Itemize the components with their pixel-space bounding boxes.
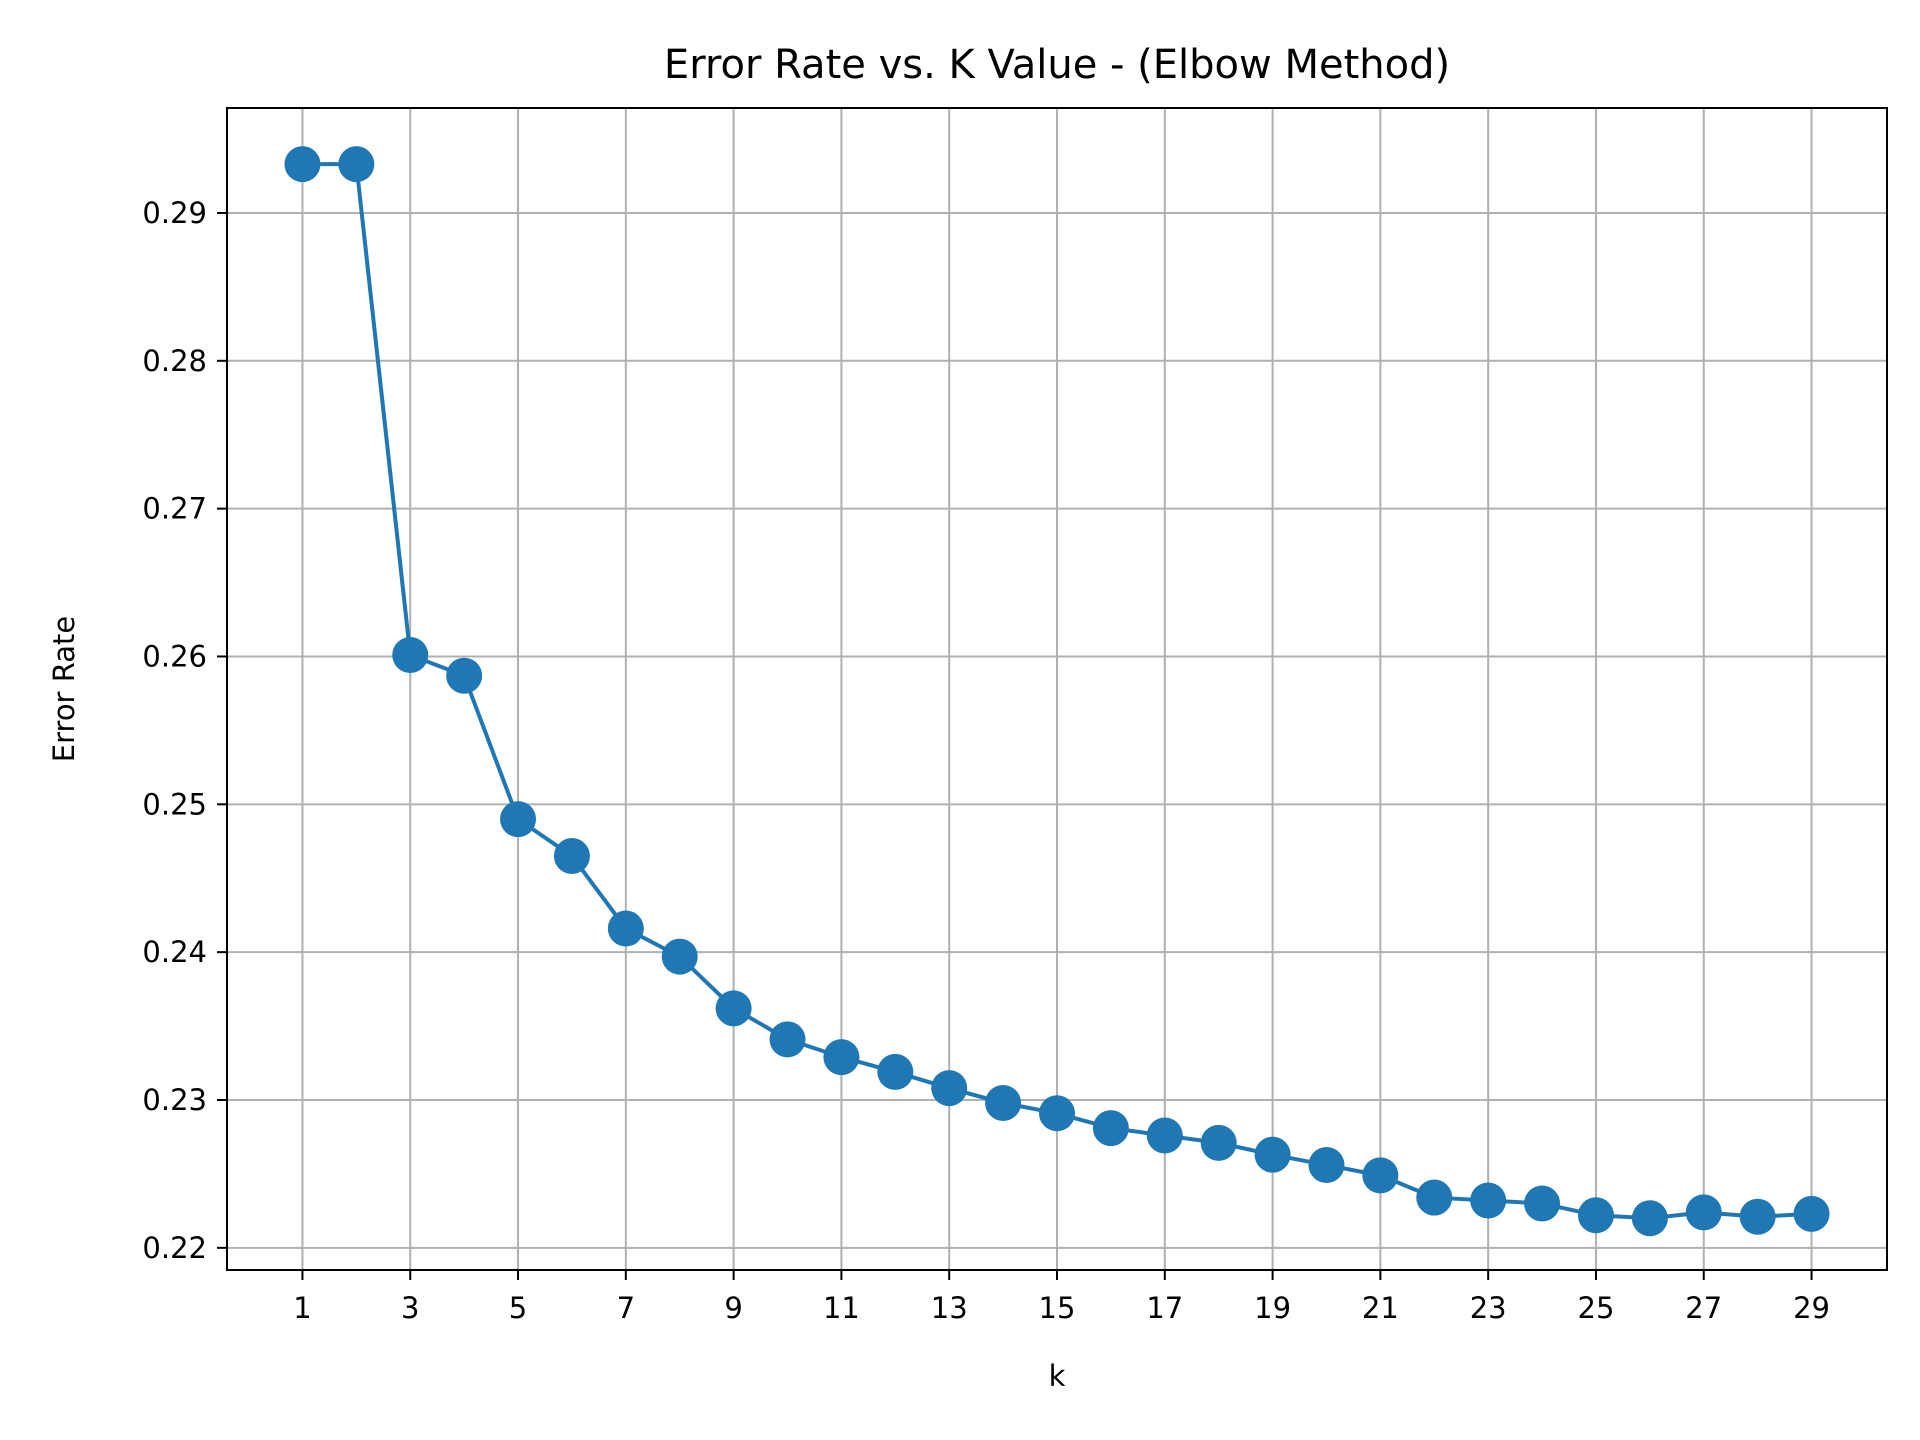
x-tick-label: 11 — [823, 1291, 860, 1325]
y-tick-label: 0.29 — [142, 196, 207, 230]
data-point — [553, 838, 590, 875]
y-tick-label: 0.22 — [142, 1231, 207, 1265]
data-point — [1416, 1179, 1453, 1216]
data-point — [1631, 1200, 1668, 1237]
data-point — [877, 1053, 914, 1090]
data-point — [1200, 1124, 1237, 1161]
x-tick-label: 9 — [724, 1291, 742, 1325]
x-tick-label: 5 — [509, 1291, 527, 1325]
data-point — [1254, 1136, 1291, 1173]
x-tick-label: 1 — [293, 1291, 311, 1325]
x-tick-label: 3 — [401, 1291, 419, 1325]
x-tick-label: 29 — [1793, 1291, 1830, 1325]
data-point — [338, 146, 375, 183]
data-point — [1470, 1182, 1507, 1219]
data-point — [446, 657, 483, 694]
data-point — [769, 1021, 806, 1058]
data-point — [1039, 1095, 1075, 1132]
data-point — [931, 1070, 968, 1107]
data-point — [1739, 1198, 1776, 1235]
data-point — [1685, 1194, 1722, 1231]
x-tick-label: 23 — [1470, 1291, 1507, 1325]
y-axis-ticks: 0.22 0.23 0.24 0.25 0.26 0.27 0.28 0.29 — [142, 196, 227, 1265]
data-point — [661, 938, 698, 975]
y-tick-label: 0.27 — [142, 492, 207, 526]
y-tick-label: 0.25 — [142, 787, 207, 821]
data-point — [392, 636, 429, 673]
data-point — [1146, 1117, 1183, 1154]
data-point — [607, 910, 644, 947]
x-tick-label: 13 — [931, 1291, 968, 1325]
x-tick-label: 7 — [617, 1291, 635, 1325]
series-points — [284, 146, 1830, 1237]
x-tick-label: 17 — [1146, 1291, 1183, 1325]
data-point — [1308, 1147, 1345, 1184]
data-point — [1793, 1195, 1830, 1232]
grid — [227, 108, 1887, 1270]
x-axis-ticks: 1 3 5 7 9 11 13 15 17 19 21 23 25 27 29 — [293, 1270, 1830, 1325]
data-point — [284, 146, 321, 183]
data-point — [1362, 1157, 1399, 1194]
data-point — [1524, 1185, 1561, 1222]
y-tick-label: 0.28 — [142, 344, 207, 378]
y-axis-label: Error Rate — [47, 616, 81, 762]
data-point — [500, 801, 537, 838]
data-point — [985, 1084, 1022, 1121]
y-tick-label: 0.24 — [142, 935, 207, 969]
chart-title: Error Rate vs. K Value - (Elbow Method) — [664, 42, 1450, 88]
x-tick-label: 25 — [1578, 1291, 1615, 1325]
x-tick-label: 15 — [1039, 1291, 1076, 1325]
data-point — [1092, 1110, 1129, 1147]
y-tick-label: 0.23 — [142, 1083, 207, 1117]
data-point — [715, 990, 752, 1027]
x-tick-label: 19 — [1254, 1291, 1291, 1325]
data-point — [823, 1039, 860, 1076]
x-tick-label: 21 — [1362, 1291, 1399, 1325]
y-tick-label: 0.26 — [142, 639, 207, 673]
x-tick-label: 27 — [1685, 1291, 1722, 1325]
data-point — [1577, 1197, 1614, 1234]
x-axis-label: k — [1049, 1359, 1066, 1393]
